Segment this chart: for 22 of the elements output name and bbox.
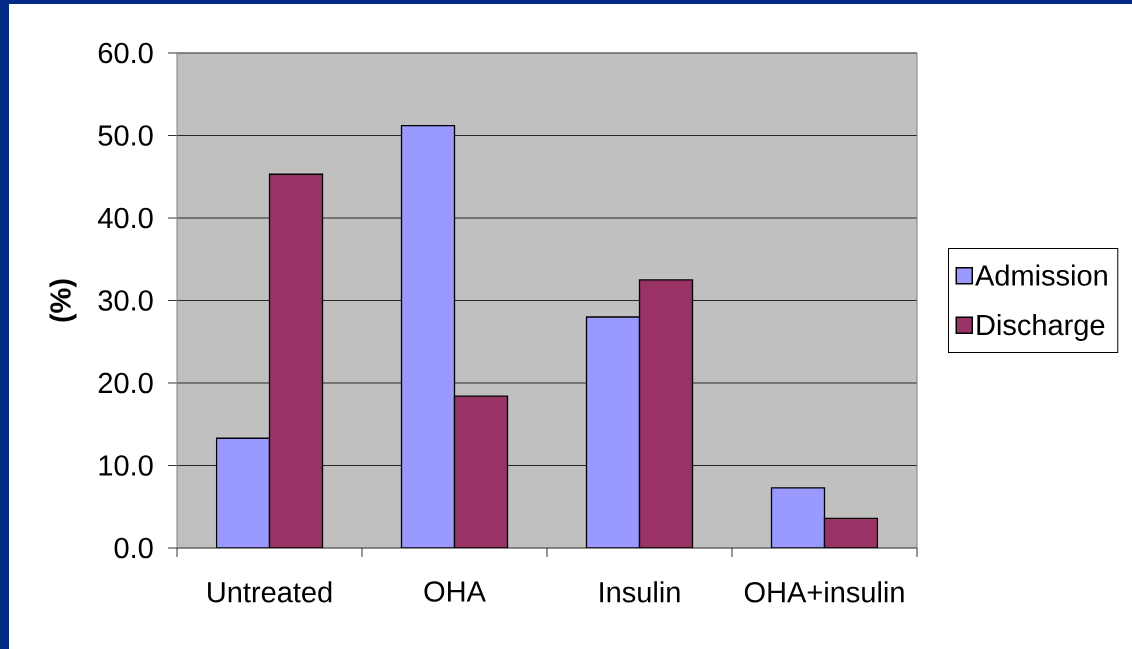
bar: [638, 279, 694, 548]
x-tick-label: OHA: [424, 581, 486, 602]
bar: [770, 487, 826, 548]
x-tick-label: Insulin: [600, 581, 680, 603]
y-tick-label: 20.0: [98, 372, 153, 394]
y-axis-title: (%): [49, 279, 77, 322]
y-tick-label: 60.0: [98, 42, 153, 64]
y-tick-label: 40.0: [98, 207, 153, 229]
bar: [215, 437, 271, 548]
bar: [585, 316, 641, 548]
bar: [400, 124, 456, 548]
y-tick-label: 30.0: [98, 290, 153, 311]
x-tick-label: OHA+insulin: [744, 581, 904, 603]
bar: [453, 395, 509, 548]
bar: [823, 517, 879, 548]
x-tick-label: Untreated: [208, 581, 332, 603]
legend-label: Admission: [975, 264, 1107, 286]
y-tick-label: 50.0: [98, 125, 153, 146]
bar: [268, 173, 324, 548]
y-tick-label: 10.0: [99, 455, 153, 476]
legend-label: Discharge: [977, 314, 1105, 342]
y-tick-label: 0.0: [114, 537, 153, 559]
